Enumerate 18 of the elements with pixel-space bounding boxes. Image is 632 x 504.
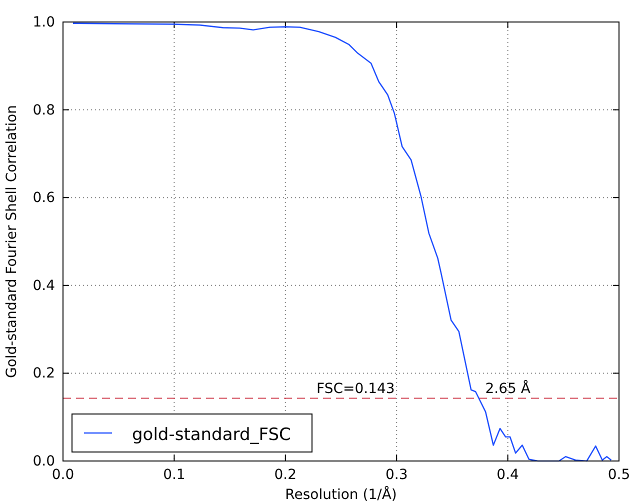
x-tick-label: 0.1 xyxy=(163,466,186,483)
x-axis-title: Resolution (1/Å) xyxy=(285,486,397,503)
x-tick-label: 0.2 xyxy=(274,466,297,483)
y-axis-title: Gold-standard Fourier Shell Correlation xyxy=(4,104,20,378)
x-tick-label: 0.0 xyxy=(52,466,74,483)
y-tick-label: 1.0 xyxy=(32,14,55,30)
annotation: 2.65 Å xyxy=(485,380,531,398)
y-tick-label: 0.4 xyxy=(32,278,56,294)
y-tick-label: 0.8 xyxy=(32,102,55,118)
x-tick-label: 0.4 xyxy=(496,466,520,483)
line-series xyxy=(72,22,612,462)
x-tick-label: 0.5 xyxy=(608,466,630,483)
y-tick-label: 0.6 xyxy=(32,190,56,206)
x-tick-label: 0.3 xyxy=(385,466,408,483)
ref-line-label: FSC=0.143 xyxy=(316,381,395,398)
y-tick-label: 0.0 xyxy=(32,453,55,470)
y-tick-label: 0.2 xyxy=(32,366,55,382)
legend-label: gold-standard_FSC xyxy=(132,425,291,445)
